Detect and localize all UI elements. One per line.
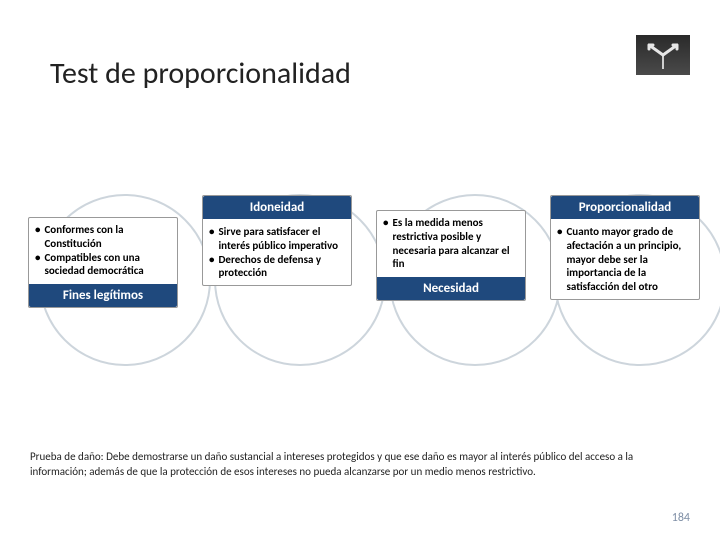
card-idoneidad: Idoneidad •Sirve para satisfacer el inter… <box>202 195 352 286</box>
bullet-marker: • <box>209 225 214 253</box>
bullet-text: Sirve para satisfacer el interés público… <box>218 225 345 253</box>
bullet-item: •Sirve para satisfacer el interés públic… <box>209 225 345 253</box>
bullet-text: Es la medida menos restrictiva posible y… <box>392 216 519 271</box>
bullet-marker: • <box>35 223 40 251</box>
bullet-item: •Compatibles con una sociedad democrátic… <box>35 251 171 279</box>
footnote-text: Prueba de daño: Debe demostrarse un daño… <box>30 450 690 480</box>
bullet-marker: • <box>35 251 40 279</box>
bullet-marker: • <box>209 253 214 281</box>
bullet-text: Derechos de defensa y protección <box>218 253 345 281</box>
card-bullets-fines: •Conformes con la Constitución•Compatibl… <box>35 221 171 280</box>
card-necesidad: •Es la medida menos restrictiva posible … <box>376 210 526 301</box>
slide: Test de proporcionalidad •Conformes con … <box>0 0 720 540</box>
card-bullets-proporcionalidad: •Cuanto mayor grado de afectación a un p… <box>557 223 693 296</box>
bullet-marker: • <box>383 216 388 271</box>
page-number: 184 <box>672 511 690 525</box>
split-arrows-icon <box>636 35 690 75</box>
bullet-item: •Cuanto mayor grado de afectación a un p… <box>557 225 693 294</box>
card-proporcionalidad: Proporcionalidad •Cuanto mayor grado de a… <box>550 195 700 300</box>
card-bullets-necesidad: •Es la medida menos restrictiva posible … <box>383 214 519 273</box>
card-footer-necesidad: Necesidad <box>377 277 525 300</box>
diagram-stage: •Conformes con la Constitución•Compatibl… <box>0 150 720 410</box>
card-footer-fines: Fines legítimos <box>29 284 177 307</box>
bullet-item: •Conformes con la Constitución <box>35 223 171 251</box>
bullet-text: Conformes con la Constitución <box>44 223 171 251</box>
card-header-proporcionalidad: Proporcionalidad <box>551 196 699 219</box>
page-title: Test de proporcionalidad <box>50 55 351 92</box>
bullet-item: •Derechos de defensa y protección <box>209 253 345 281</box>
card-header-idoneidad: Idoneidad <box>203 196 351 219</box>
bullet-text: Cuanto mayor grado de afectación a un pr… <box>566 225 693 294</box>
card-bullets-idoneidad: •Sirve para satisfacer el interés públic… <box>209 223 345 282</box>
bullet-marker: • <box>557 225 562 294</box>
bullet-text: Compatibles con una sociedad democrática <box>44 251 171 279</box>
bullet-item: •Es la medida menos restrictiva posible … <box>383 216 519 271</box>
card-fines: •Conformes con la Constitución•Compatibl… <box>28 217 178 308</box>
